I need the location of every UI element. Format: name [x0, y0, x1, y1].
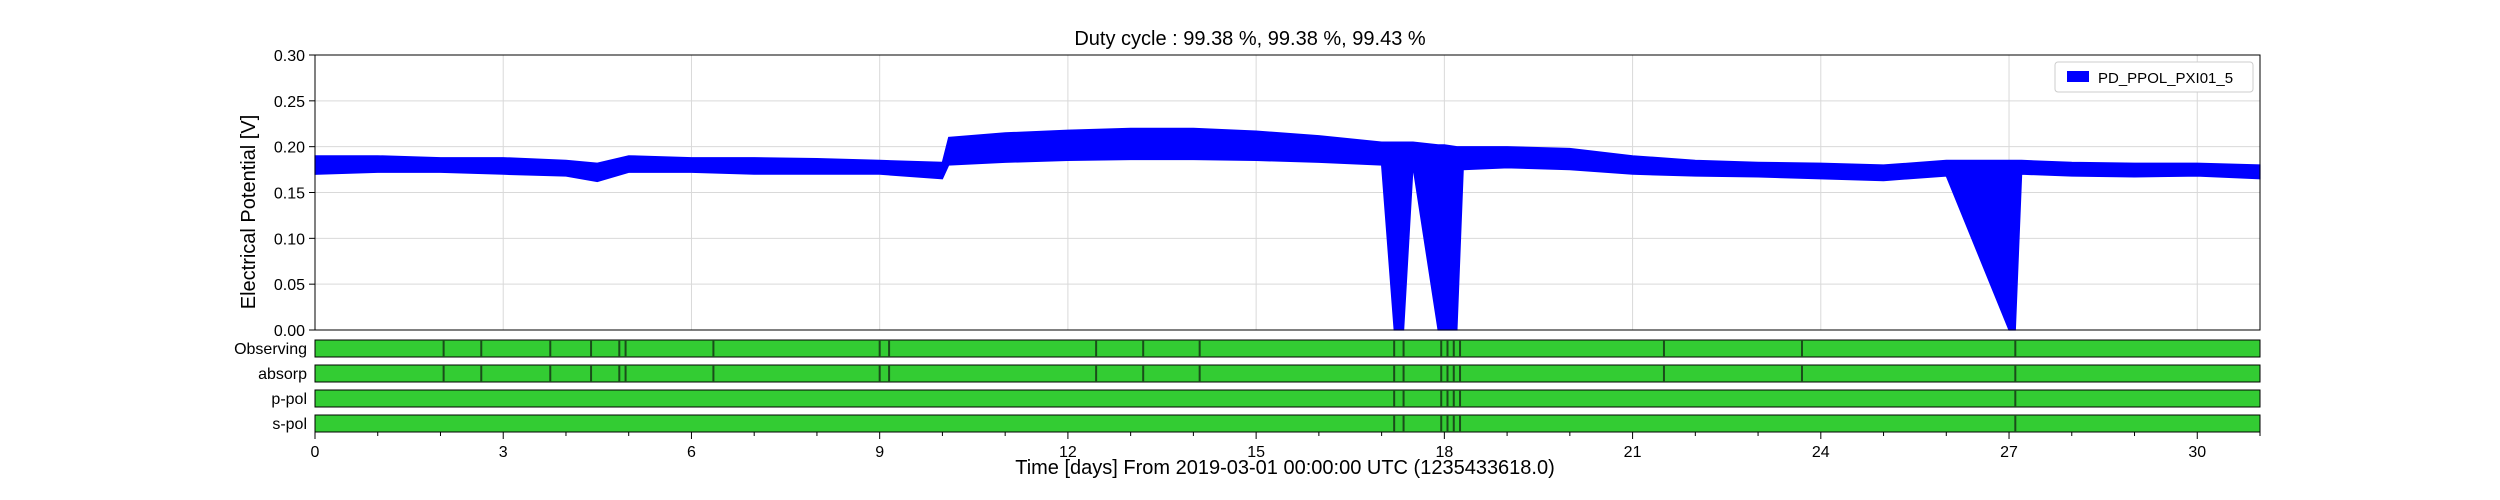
y-tick-label: 0.20	[274, 140, 305, 157]
state-row-s-pol	[314, 414, 2261, 433]
y-tick-label: 0.10	[274, 231, 305, 248]
state-row-p-pol	[314, 389, 2261, 408]
y-tick-label: 0.05	[274, 277, 305, 294]
x-tick-label: 9	[875, 444, 884, 461]
legend-box	[2054, 61, 2254, 93]
x-tick-label: 6	[687, 444, 696, 461]
legend-label: PD_PPOL_PXI01_5	[2098, 70, 2233, 87]
x-tick-label: 18	[1435, 444, 1453, 461]
legend-swatch	[2067, 71, 2089, 82]
x-tick-label: 30	[2188, 444, 2206, 461]
y-tick-label: 0.00	[274, 323, 305, 340]
x-axis-label: Time [days] From 2019-03-01 00:00:00 UTC…	[1015, 457, 1555, 479]
legend: PD_PPOL_PXI01_5	[2054, 61, 2254, 93]
x-tick-label: 3	[499, 444, 508, 461]
y-axis-label: Electrical Potential [V]	[238, 115, 260, 310]
state-row-label: p-pol	[271, 391, 307, 408]
chart-title: Duty cycle : 99.38 %, 99.38 %, 99.43 %	[1074, 28, 1426, 50]
y-tick-label: 0.25	[274, 94, 305, 111]
y-tick-label: 0.30	[274, 48, 305, 65]
state-row-observing	[314, 339, 2261, 358]
state-row-absorp	[314, 364, 2261, 383]
state-rows: Observing absorp p-pol s-pol	[234, 339, 2261, 433]
state-row-label: absorp	[258, 366, 307, 383]
state-row-label: s-pol	[272, 416, 307, 433]
x-ticks: 0 3 6 9 12 15 18 21 24 27 30	[311, 432, 2261, 461]
series-band-0	[314, 127, 2261, 331]
x-tick-label: 0	[311, 444, 320, 461]
x-tick-label: 12	[1059, 444, 1077, 461]
y-tick-label: 0.15	[274, 186, 305, 203]
x-tick-label: 15	[1247, 444, 1265, 461]
series-layer	[314, 127, 2261, 331]
x-tick-label: 24	[1812, 444, 1830, 461]
x-tick-label: 27	[2000, 444, 2018, 461]
y-ticks: 0.00 0.05 0.10 0.15 0.20 0.25 0.30	[274, 48, 315, 340]
state-row-label: Observing	[234, 341, 307, 358]
x-tick-label: 21	[1624, 444, 1642, 461]
